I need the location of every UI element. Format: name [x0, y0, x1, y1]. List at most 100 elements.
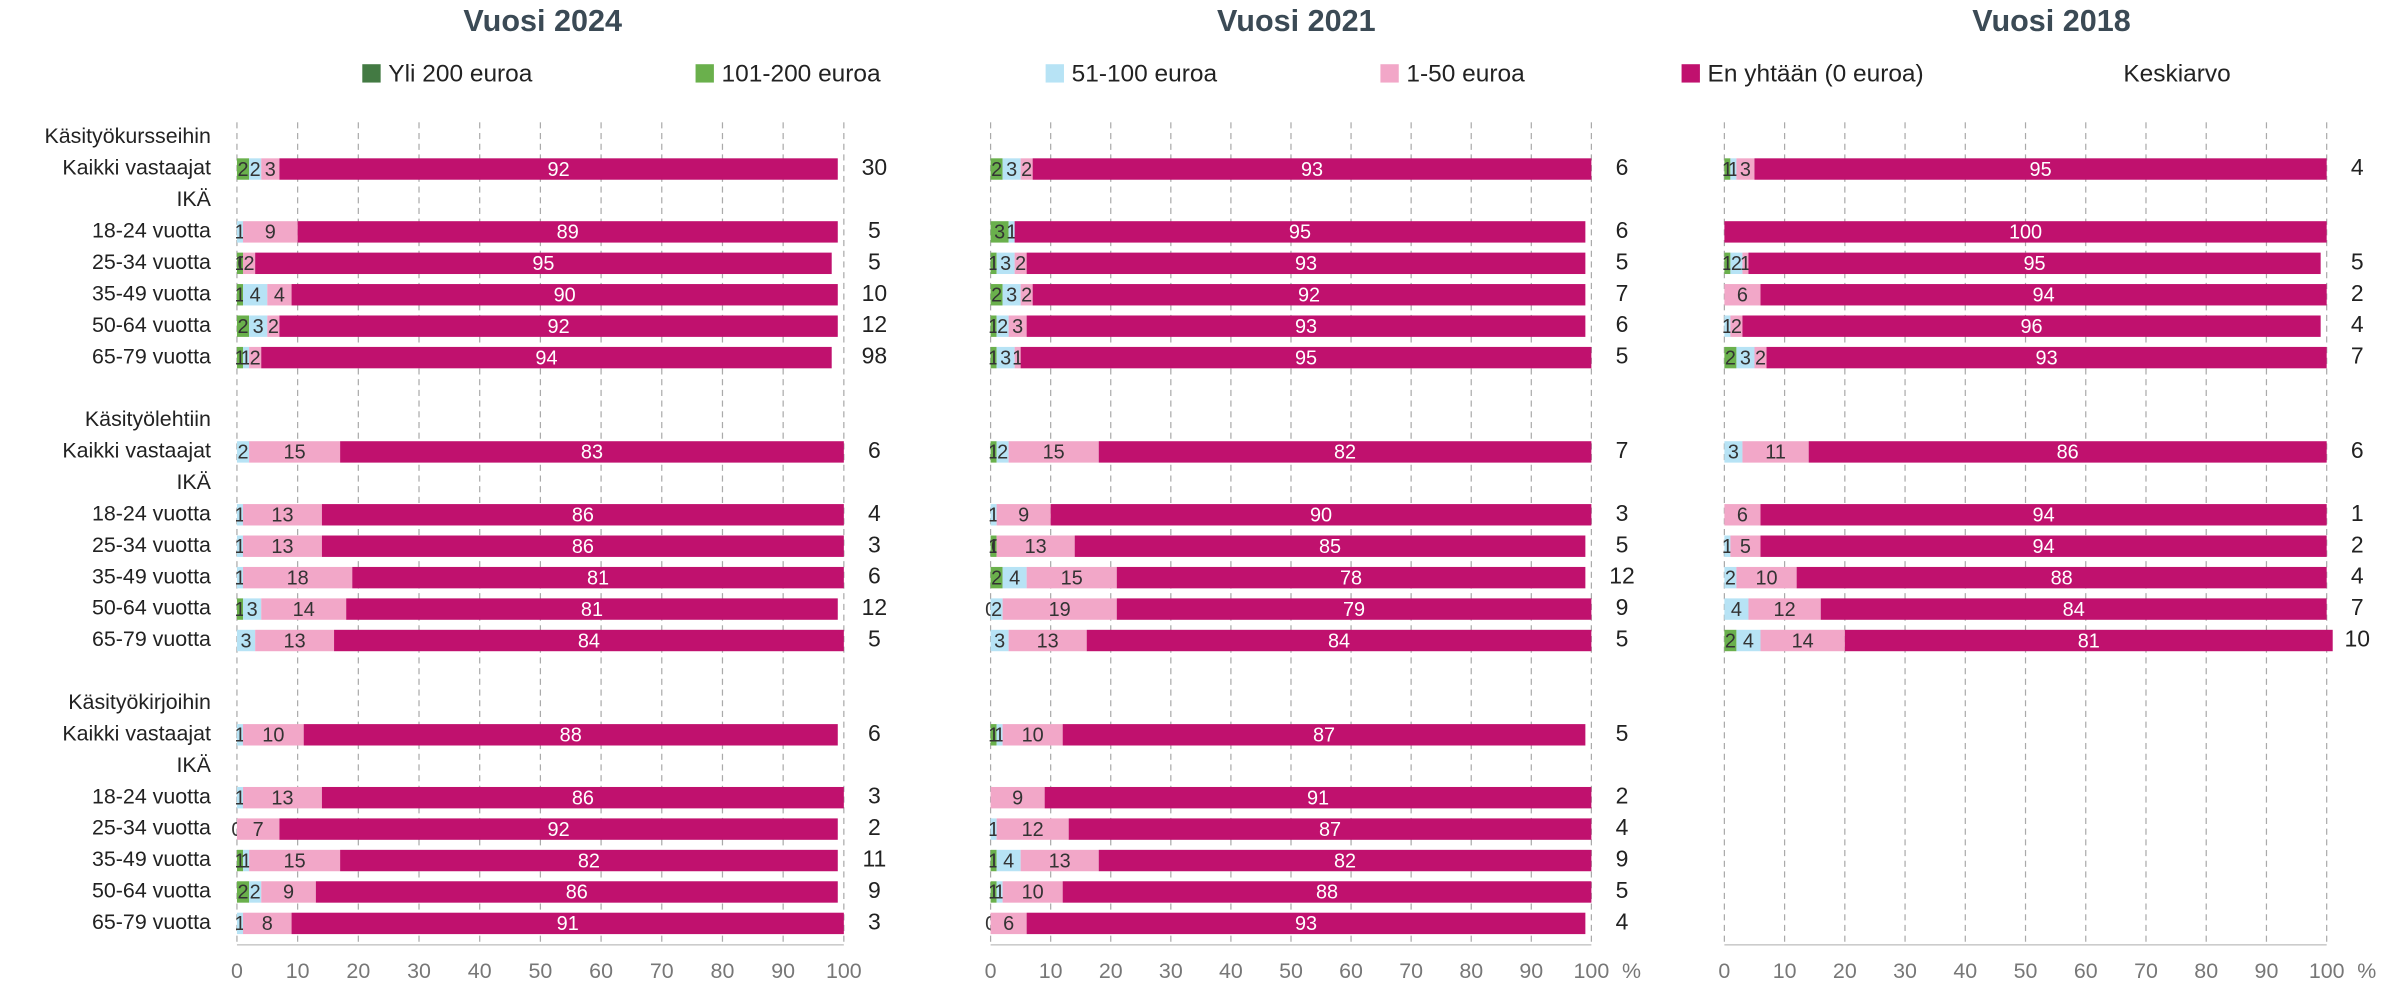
row-label: 35-49 vuotta — [92, 847, 211, 871]
legend-label: 1-50 euroa — [1406, 60, 1525, 87]
segment-label: 93 — [1301, 159, 1323, 181]
bar-segment — [279, 315, 838, 337]
bar-segment — [990, 315, 997, 337]
bar-segment — [1760, 504, 2327, 526]
segment-label: 7 — [253, 819, 264, 841]
segment-label: 81 — [587, 567, 609, 589]
mean-value: 5 — [868, 217, 881, 243]
segment-label: 95 — [2024, 253, 2046, 275]
segment-label: 95 — [1289, 222, 1311, 244]
bar-segment — [236, 252, 244, 275]
segment-label: 1 — [1722, 159, 1733, 181]
segment-label: 88 — [2051, 567, 2073, 589]
segment-label: 1 — [234, 253, 245, 275]
legend-label: 101-200 euroa — [722, 60, 881, 87]
bar-segment — [1098, 441, 1592, 463]
bar-segment — [990, 629, 1009, 652]
row-label: 18-24 vuotta — [92, 784, 211, 808]
segment-label: 96 — [2021, 316, 2043, 338]
segment-label: 86 — [572, 505, 594, 527]
bar-segment — [1724, 315, 1731, 337]
segment-label: 2 — [1021, 285, 1032, 307]
segment-label: 2 — [237, 316, 248, 338]
bar-segment — [243, 346, 250, 369]
mean-value: 5 — [1616, 626, 1629, 652]
x-tick-label: 50 — [1279, 959, 1303, 983]
bar-segment — [990, 598, 1003, 620]
bar-segment — [1050, 504, 1592, 526]
mean-value: 4 — [1616, 814, 1629, 840]
bar-segment — [243, 566, 353, 589]
segment-label: 15 — [284, 442, 306, 464]
mean-value: 4 — [868, 500, 881, 526]
bar-segment — [1736, 566, 1797, 589]
segment-label: 2 — [997, 442, 1008, 464]
bar-segment — [1026, 315, 1586, 337]
bar-segment — [996, 346, 1015, 369]
segment-label: 2 — [250, 347, 261, 369]
bar-segment — [1002, 881, 1063, 903]
segment-label: 2 — [1731, 316, 1742, 338]
x-tick-label: 70 — [1399, 959, 1423, 983]
panel-title: Vuosi 2018 — [1972, 4, 2131, 38]
x-tick-label: 100 — [826, 959, 862, 983]
segment-label: 1 — [988, 882, 999, 904]
bar-segment — [996, 504, 1051, 526]
segment-label: 1 — [234, 505, 245, 527]
bar-segment — [1748, 252, 2321, 275]
bar-segment — [1724, 629, 1737, 652]
mean-value: 4 — [2351, 311, 2364, 337]
bar-segment — [243, 724, 304, 746]
segment-label: 12 — [1774, 599, 1796, 621]
legend-swatch — [362, 64, 381, 83]
x-tick-label: 40 — [468, 959, 492, 983]
segment-label: 1 — [988, 725, 999, 747]
bar-segment — [321, 786, 844, 809]
bar-segment — [996, 441, 1009, 463]
bar-segment — [1008, 441, 1099, 463]
x-tick-label: 0 — [985, 959, 997, 983]
segment-label: 3 — [253, 316, 264, 338]
bar-segment — [1002, 566, 1027, 589]
segment-label: 94 — [2033, 536, 2055, 558]
x-tick-label: 20 — [1099, 959, 1123, 983]
bar-segment — [1014, 221, 1586, 243]
segment-label: 6 — [1737, 505, 1748, 527]
bar-segment — [1736, 346, 1755, 369]
segment-label: 10 — [1022, 882, 1044, 904]
segment-label: 1 — [988, 505, 999, 527]
row-label: 25-34 vuotta — [92, 533, 211, 557]
segment-label: 1 — [994, 725, 1005, 747]
segment-label: 90 — [554, 285, 576, 307]
segment-label: 81 — [581, 599, 603, 621]
bar-segment — [1086, 629, 1592, 652]
segment-label: 13 — [284, 630, 306, 652]
segment-label: 9 — [1012, 787, 1023, 809]
bar-segment — [236, 535, 244, 557]
segment-label: 3 — [1740, 347, 1751, 369]
row-label: 18-24 vuotta — [92, 219, 211, 243]
bar-segment — [236, 158, 250, 180]
mean-value: 7 — [1616, 437, 1629, 463]
legend-label: Yli 200 euroa — [388, 60, 532, 87]
bar-segment — [990, 912, 1027, 935]
bar-segment — [1742, 441, 1809, 463]
x-tick-label: 90 — [2255, 959, 2279, 983]
segment-label: 91 — [1307, 787, 1329, 809]
segment-label: 9 — [283, 882, 294, 904]
x-tick-label: 0 — [1718, 959, 1730, 983]
bar-segment — [996, 315, 1009, 337]
x-tick-label: 30 — [1893, 959, 1917, 983]
bar-segment — [243, 504, 322, 526]
bar-segment — [1098, 849, 1592, 872]
segment-label: 84 — [578, 630, 600, 652]
bar-segment — [990, 535, 997, 557]
mean-value: 1 — [2351, 500, 2364, 526]
bar-segment — [236, 818, 280, 840]
bar-segment — [1074, 535, 1586, 557]
mean-value: 5 — [868, 626, 881, 652]
mean-value: 3 — [868, 531, 881, 557]
segment-label: 85 — [1319, 536, 1341, 558]
x-tick-label: 100 — [1574, 959, 1610, 983]
segment-label: 13 — [271, 505, 293, 527]
